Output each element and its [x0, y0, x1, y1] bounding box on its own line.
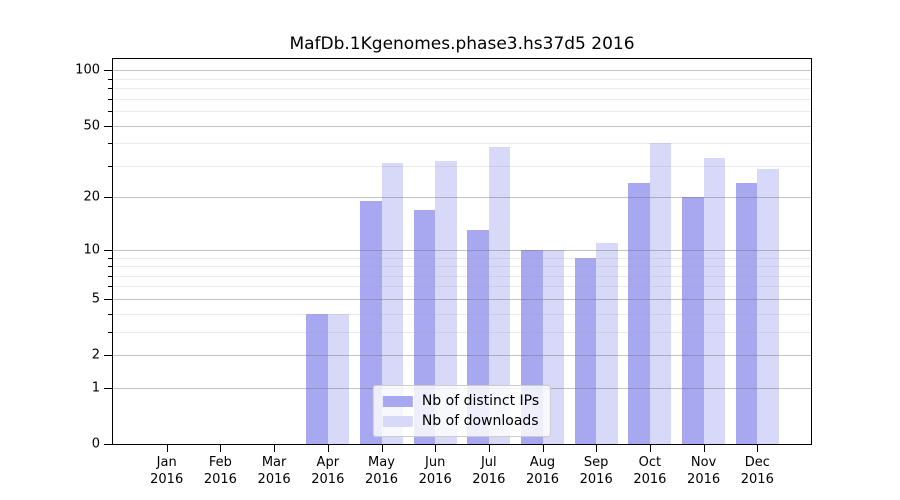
legend: Nb of distinct IPs Nb of downloads: [372, 385, 552, 437]
y-tick-mark-minor: [108, 143, 112, 145]
plot-area: Jan 2016 Feb 2016 Mar 2016 Apr 2016 May 2016 Jun 20…: [75, 58, 812, 487]
legend-item-distinct-ips: Nb of distinct IPs: [382, 393, 540, 409]
bar-downloads: [649, 143, 672, 444]
bar-downloads: [757, 168, 779, 444]
bar-distinct-ips: [682, 197, 704, 444]
gridline-minor: [113, 111, 811, 113]
x-tick-mark: [596, 444, 598, 452]
y-tick-mark: [104, 70, 112, 72]
bar-distinct-ips: [574, 257, 597, 444]
x-tick-mark: [274, 444, 276, 452]
x-tick-mark: [435, 444, 437, 452]
gridline-minor: [113, 88, 811, 90]
x-tick-label: Jul 2016: [472, 455, 506, 487]
x-tick-label: Oct 2016: [633, 455, 667, 487]
y-tick-label: 2: [91, 347, 100, 363]
x-tick-mark: [649, 444, 651, 452]
y-tick-mark-minor: [108, 111, 112, 113]
x-tick-mark: [703, 444, 705, 452]
x-tick-label: Mar 2016: [257, 455, 291, 487]
x-tick-label: Feb 2016: [203, 455, 237, 487]
bar-downloads: [327, 313, 350, 444]
bar-downloads: [435, 160, 457, 444]
x-tick-mark: [381, 444, 383, 452]
y-tick-mark-minor: [108, 257, 112, 259]
y-tick-label: 50: [83, 118, 100, 134]
y-tick-label: 20: [83, 189, 100, 205]
bar-distinct-ips: [628, 183, 650, 444]
y-tick-mark: [104, 444, 112, 445]
gridline-minor: [113, 143, 811, 145]
y-tick-mark-minor: [108, 286, 112, 288]
legend-item-downloads: Nb of downloads: [382, 413, 539, 429]
y-tick-mark-minor: [108, 313, 112, 315]
x-tick-label: May 2016: [364, 455, 399, 487]
x-tick-label: Nov 2016: [687, 455, 721, 487]
x-tick-mark: [542, 444, 544, 452]
bar-downloads: [596, 242, 618, 444]
x-tick-label: Apr 2016: [311, 455, 345, 487]
y-tick-mark-minor: [108, 266, 112, 267]
y-tick-mark-minor: [108, 275, 112, 277]
y-tick-label: 1: [91, 380, 100, 396]
x-tick-mark: [488, 444, 490, 452]
y-tick-mark: [104, 249, 112, 251]
x-tick-mark: [327, 444, 329, 452]
gridline-major: [113, 70, 811, 72]
x-tick-label: Jan 2016: [150, 455, 184, 487]
y-tick-mark-minor: [108, 331, 112, 333]
bar-downloads: [381, 163, 403, 444]
legend-label-distinct-ips: Nb of distinct IPs: [421, 393, 540, 409]
bar-distinct-ips: [735, 183, 758, 444]
legend-label-downloads: Nb of downloads: [421, 413, 539, 429]
y-tick-mark-minor: [108, 98, 112, 100]
x-tick-label: Aug 2016: [525, 455, 560, 487]
x-tick-label: Sep 2016: [579, 455, 613, 487]
y-tick-mark: [104, 125, 112, 127]
y-tick-mark: [104, 387, 112, 389]
y-tick-mark-minor: [108, 88, 112, 90]
y-tick-label: 100: [75, 62, 100, 78]
y-tick-label: 0: [91, 436, 100, 452]
y-tick-mark-minor: [108, 78, 112, 80]
y-tick-mark: [104, 197, 112, 199]
y-tick-label: 5: [91, 291, 100, 307]
bar-downloads: [488, 147, 511, 444]
x-tick-label: Jun 2016: [418, 455, 452, 487]
x-tick-mark: [166, 444, 168, 452]
y-tick-mark-minor: [108, 165, 112, 167]
y-tick-mark: [104, 355, 112, 356]
gridline-major: [113, 125, 811, 127]
x-tick-mark: [757, 444, 759, 452]
x-tick-mark: [220, 444, 222, 452]
bar-distinct-ips: [306, 313, 328, 444]
gridline-minor: [113, 78, 811, 80]
legend-swatch-downloads: [382, 415, 413, 427]
chart-title: MafDb.1Kgenomes.phase3.hs37d5 2016: [289, 34, 635, 54]
gridline-minor: [113, 98, 811, 100]
x-tick-label: Dec 2016: [740, 455, 774, 487]
legend-swatch-distinct-ips: [382, 395, 413, 407]
y-tick-mark: [104, 298, 112, 300]
bar-distinct-ips: [360, 201, 382, 444]
bar-downloads: [703, 158, 726, 444]
y-tick-label: 10: [83, 242, 100, 258]
